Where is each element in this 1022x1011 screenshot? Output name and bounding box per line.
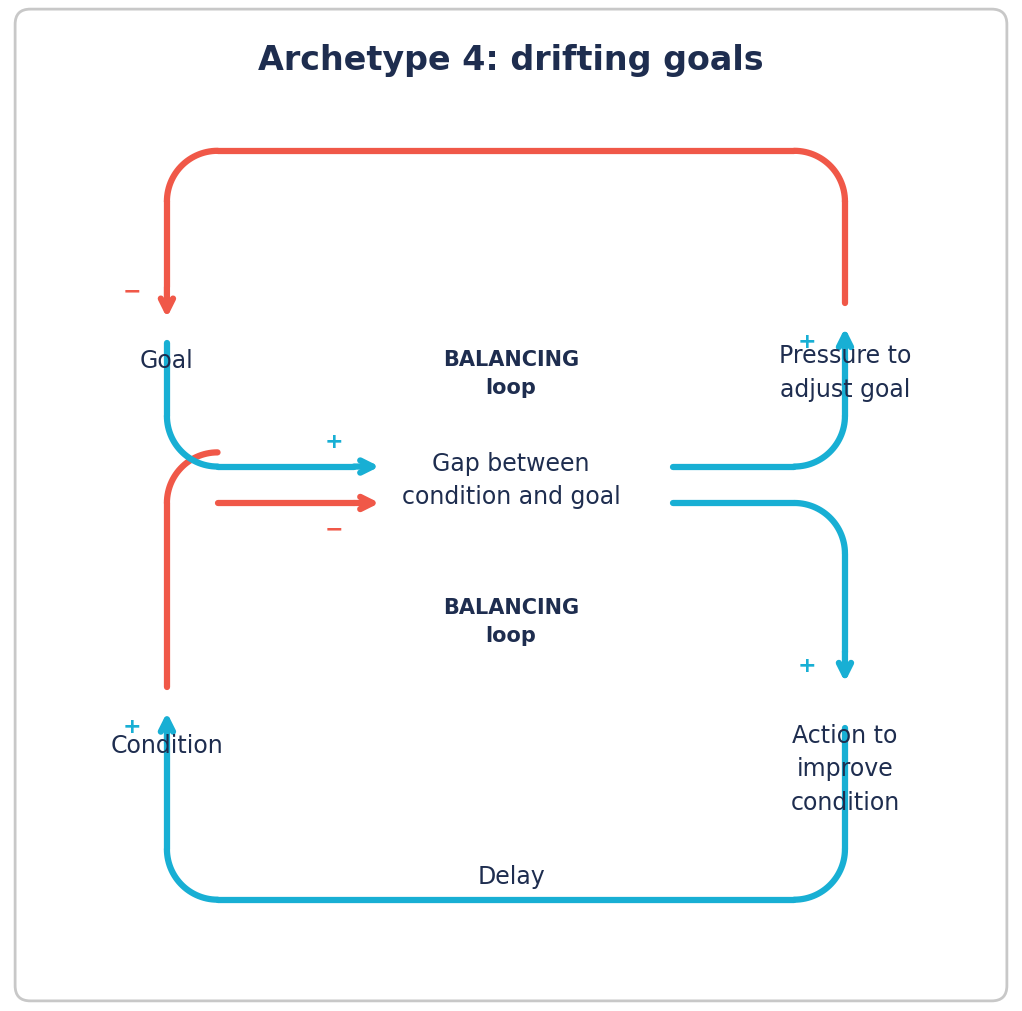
Text: +: + xyxy=(797,655,816,675)
Text: Archetype 4: drifting goals: Archetype 4: drifting goals xyxy=(259,44,763,77)
FancyBboxPatch shape xyxy=(15,10,1007,1001)
Text: Condition: Condition xyxy=(110,733,223,757)
Text: Pressure to
adjust goal: Pressure to adjust goal xyxy=(779,344,912,401)
Text: Action to
improve
condition: Action to improve condition xyxy=(790,723,899,814)
Text: +: + xyxy=(123,716,141,736)
Text: Gap between
condition and goal: Gap between condition and goal xyxy=(402,452,620,509)
Text: Delay: Delay xyxy=(477,863,545,888)
Text: BALANCING
loop: BALANCING loop xyxy=(443,350,579,398)
Text: +: + xyxy=(797,332,816,352)
Text: −: − xyxy=(325,519,343,539)
Text: BALANCING
loop: BALANCING loop xyxy=(443,598,579,646)
Text: +: + xyxy=(325,432,343,452)
Text: −: − xyxy=(123,281,141,301)
Text: Goal: Goal xyxy=(140,349,194,373)
